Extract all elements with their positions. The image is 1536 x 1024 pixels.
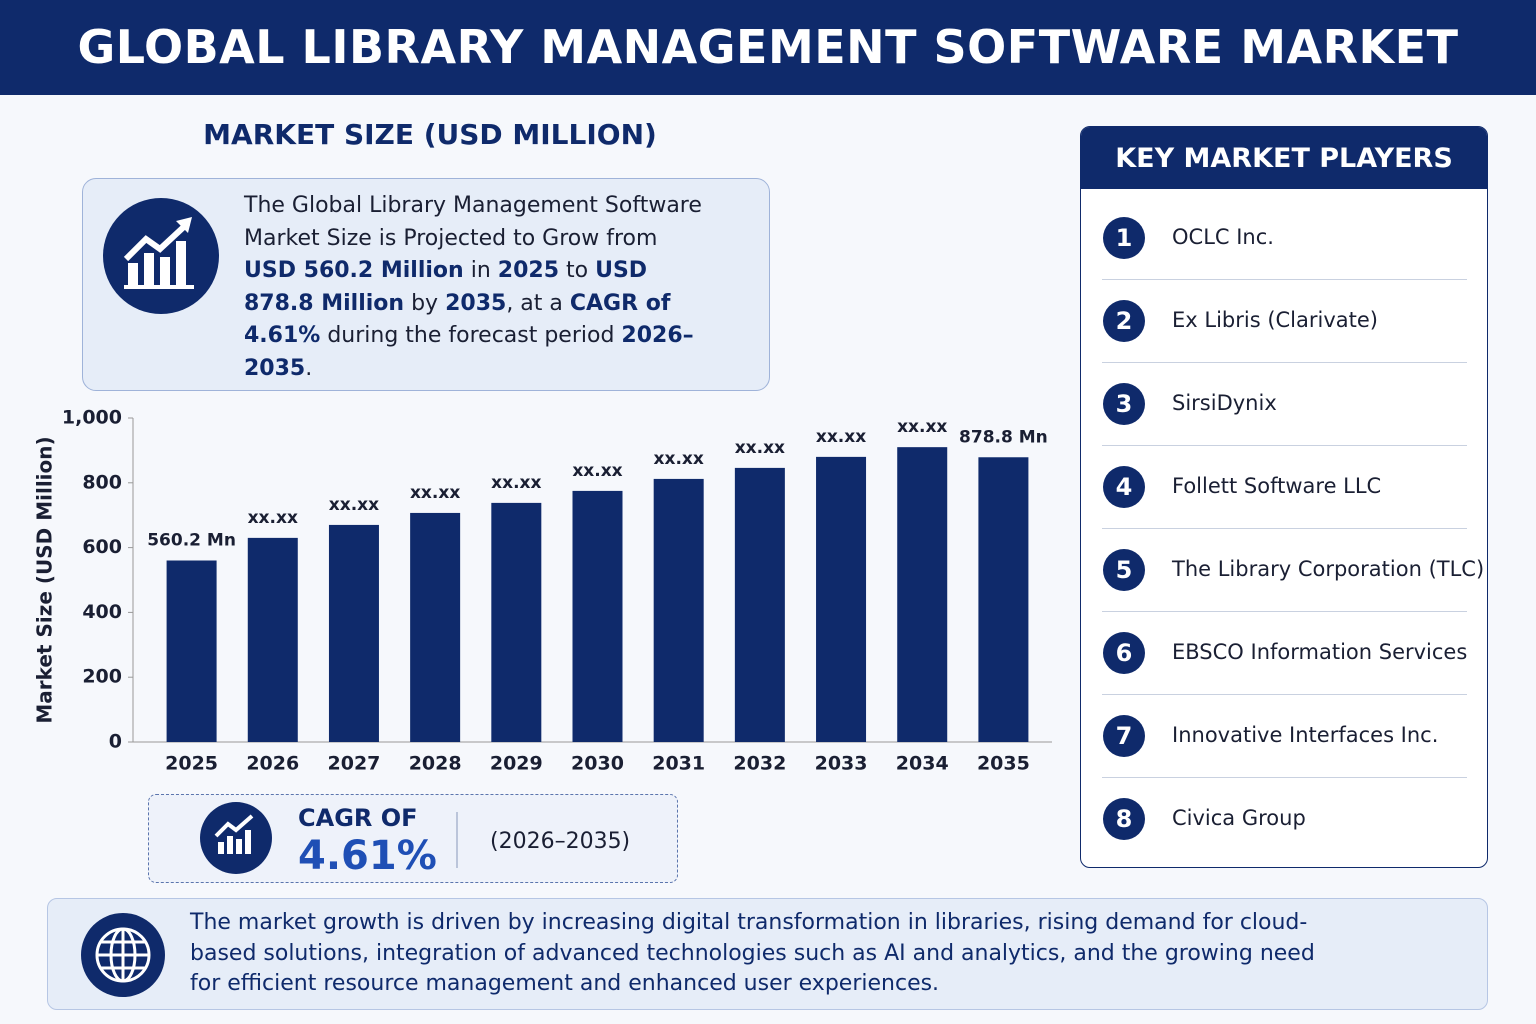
player-name: Innovative Interfaces Inc. [1172,723,1438,747]
summary-segment: USD 560.2 Million [244,258,464,283]
x-tick-label: 2032 [733,753,786,775]
x-tick-label: 2033 [815,753,868,775]
value-label: xx.xx [654,449,704,469]
x-tick-label: 2034 [896,753,949,775]
summary-segment: CAGR of 4.61% [244,290,671,349]
bar [328,524,379,742]
x-tick-label: 2029 [490,753,543,775]
y-tick-label: 200 [82,666,122,688]
player-name: Follett Software LLC [1172,474,1381,498]
summary-segment: by [404,290,446,316]
summary-segment: during the forecast period [320,323,622,348]
cagr-panel: CAGR OF 4.61% (2026–2035) [200,802,630,879]
y-tick-label: 1,000 [62,407,122,429]
value-label: xx.xx [897,417,947,437]
bar [410,512,461,742]
player-name: SirsiDynix [1172,391,1277,415]
rank-number: 5 [1116,556,1133,584]
footer-text: The market growth is driven by increasin… [190,910,1315,996]
value-label: 560.2 Mn [147,530,236,550]
summary-segment: USD 878.8 Million [244,258,648,316]
chart-title: MARKET SIZE (USD MILLION) [203,118,657,151]
globe-icon [81,913,165,997]
x-tick-label: 2030 [571,753,624,775]
bar [653,478,704,742]
cagr-label: CAGR OF [298,804,418,832]
player-name: OCLC Inc. [1172,225,1274,249]
growth-icon [103,198,219,314]
x-tick-label: 2028 [409,753,462,775]
rank-number: 6 [1116,639,1133,667]
value-label: xx.xx [572,461,622,481]
rank-badge [1103,217,1145,259]
rank-number: 4 [1116,473,1133,501]
value-label: xx.xx [410,483,460,503]
summary-segment: . [305,355,313,381]
rank-number: 8 [1116,805,1133,833]
value-label: 878.8 Mn [959,427,1048,447]
summary-segment: to [559,258,596,283]
rank-badge [1103,466,1145,508]
footer-box [47,898,1488,1010]
summary-segment: 2025 [497,258,559,283]
value-label: xx.xx [329,495,379,515]
x-tick-label: 2035 [977,753,1030,775]
rank-badge [1103,715,1145,757]
player-name: Civica Group [1172,806,1306,830]
summary-text: The Global Library Management Software M… [244,190,714,385]
cagr-period: (2026–2035) [490,829,630,854]
summary-segment: The Global Library Management Software M… [244,193,702,251]
player-name: EBSCO Information Services [1172,640,1467,664]
rank-badge [1103,383,1145,425]
summary-segment: 2026–2035 [244,323,694,381]
bar [734,467,785,742]
player-name: The Library Corporation (TLC) [1171,557,1484,581]
key-players-title: KEY MARKET PLAYERS [1081,127,1487,189]
summary-segment: 2035 [445,290,507,316]
rank-number: 7 [1116,722,1133,750]
bar [978,457,1029,742]
value-label: xx.xx [735,438,785,458]
bar [572,490,623,742]
rank-number: 3 [1116,390,1133,418]
y-tick-label: 400 [82,601,122,623]
value-label: xx.xx [816,427,866,447]
y-tick-label: 0 [109,731,122,753]
players-list: 1 OCLC Inc. 2 Ex Libris (Clarivate) 3 SirsiDy… [1102,217,1484,840]
bar [166,560,217,742]
rank-badge [1103,632,1145,674]
rank-badge [1103,300,1145,342]
summary-segment: , at a [506,290,570,316]
rank-number: 1 [1116,224,1133,252]
player-name: Ex Libris (Clarivate) [1172,308,1378,332]
header-title: GLOBAL LIBRARY MANAGEMENT SOFTWARE MARKE… [0,0,1536,95]
summary-segment: in [463,258,498,283]
x-tick-label: 2031 [652,753,705,775]
rank-badge [1103,549,1145,591]
value-label: xx.xx [491,473,541,493]
y-tick-label: 600 [82,536,122,558]
x-tick-label: 2027 [328,753,381,775]
value-label: xx.xx [248,508,298,528]
key-players-panel: KEY MARKET PLAYERS 1 OCLC Inc. 2 Ex Libris … [1080,126,1488,868]
rank-number: 2 [1116,307,1133,335]
bar [491,502,542,742]
bar [816,456,867,742]
y-axis-label: Market Size (USD Million) [33,436,57,723]
chart: Market Size (USD Million) 0 200 400 600 800 1… [33,407,1052,775]
x-tick-label: 2026 [246,753,299,775]
bar [247,537,298,742]
bar [897,447,948,742]
rank-badge [1103,798,1145,840]
y-tick-label: 800 [82,471,122,493]
cagr-value: 4.61% [298,833,437,879]
x-tick-label: 2025 [165,753,218,775]
